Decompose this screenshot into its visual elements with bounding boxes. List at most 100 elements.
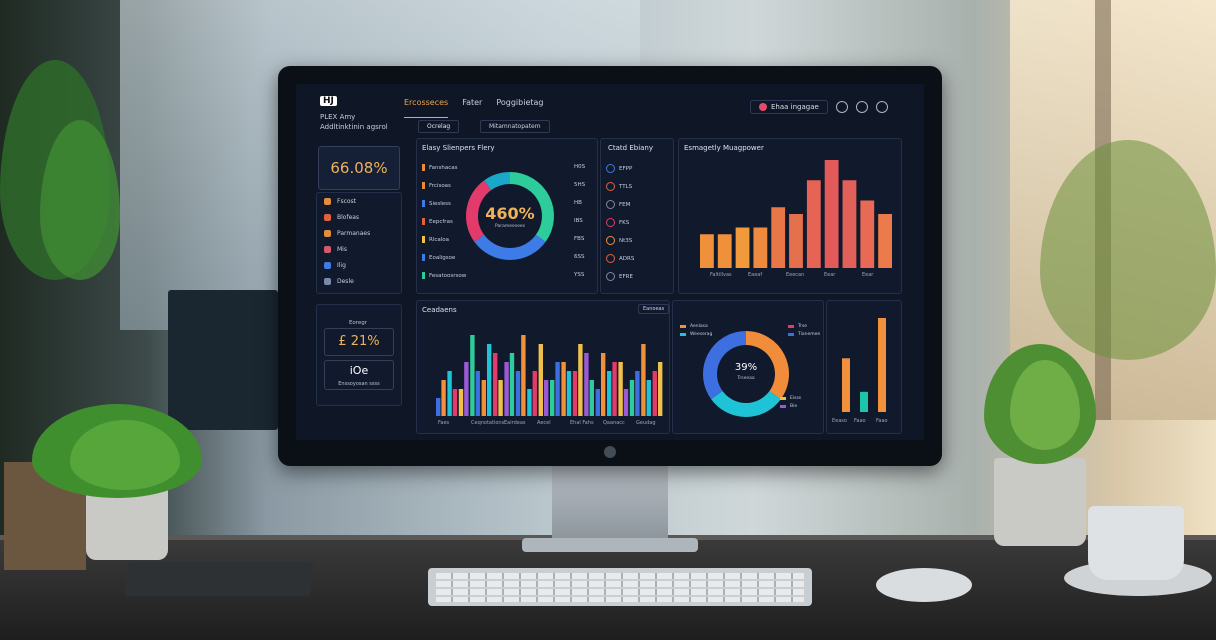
chart-bar bbox=[572, 371, 578, 416]
main-stat: 66.08% bbox=[318, 146, 400, 190]
tab-overview[interactable]: Ocrelag bbox=[418, 120, 460, 133]
sidebar-item-label: Desle bbox=[337, 278, 354, 285]
chart-bar bbox=[635, 371, 640, 416]
brand-tagline: Addltinktinin agsrol bbox=[320, 123, 388, 131]
sidebar-item-icon bbox=[324, 246, 331, 253]
legend-swatch bbox=[422, 272, 425, 279]
donut-chart-2 bbox=[703, 331, 789, 417]
kpi-box-2: iOe Enssoyosan ssss bbox=[324, 360, 394, 390]
donut2-center-label: Trseeaa bbox=[737, 376, 755, 381]
tablet[interactable] bbox=[124, 562, 314, 596]
search-pill[interactable]: Ehaa ingagae bbox=[750, 100, 828, 114]
legend-value: IBS bbox=[574, 218, 583, 224]
nav-tab-2[interactable]: Fater bbox=[462, 98, 483, 107]
donut-slice bbox=[745, 331, 789, 400]
bar-panel-bottom-action[interactable]: Eanoeas bbox=[638, 304, 670, 314]
legend-item: Fesatoosrsow bbox=[422, 272, 466, 279]
axis-tick-label: Qaanacc bbox=[603, 420, 625, 426]
list-item[interactable]: FEM bbox=[606, 200, 630, 209]
mouse[interactable] bbox=[876, 568, 972, 602]
list-panel-title: Ctatd Ebiany bbox=[608, 144, 654, 152]
list-item[interactable]: EFRE bbox=[606, 272, 633, 281]
sidebar-item-2[interactable]: Blofeas bbox=[324, 214, 359, 221]
chart-bar bbox=[532, 371, 537, 416]
legend-value: HB bbox=[574, 200, 582, 206]
keyboard[interactable] bbox=[428, 568, 812, 606]
sidebar-item-5[interactable]: Ilig bbox=[324, 262, 346, 269]
chart-bar bbox=[498, 380, 503, 416]
list-item-icon bbox=[606, 182, 615, 191]
bar-chart-right bbox=[842, 318, 886, 412]
sidebar-item-label: Ilig bbox=[337, 262, 346, 269]
chart-bar bbox=[521, 335, 526, 416]
chart-bar bbox=[789, 214, 803, 268]
settings-icon[interactable] bbox=[855, 101, 868, 113]
legend-label: Rlcaloa bbox=[429, 236, 450, 243]
chart-bar bbox=[878, 318, 886, 412]
list-item[interactable]: FKS bbox=[606, 218, 629, 227]
kpi-value-1: £ 21% bbox=[324, 328, 394, 356]
donut-slice bbox=[509, 172, 554, 242]
sidebar-item-3[interactable]: Parmanaes bbox=[324, 230, 370, 237]
chart-bar bbox=[486, 344, 492, 416]
chart-bar bbox=[441, 380, 446, 416]
chart-bar bbox=[612, 362, 617, 416]
monitor-stand-base bbox=[522, 538, 698, 552]
legend-item: Tianemee bbox=[788, 332, 820, 337]
coffee-mug bbox=[1088, 506, 1184, 580]
legend-item: Trse bbox=[788, 324, 807, 329]
nav-tab-1[interactable]: Ercosseces bbox=[404, 98, 449, 118]
chart-bar bbox=[657, 362, 663, 416]
axis-tick-label: Ceqnotations bbox=[471, 420, 505, 426]
legend-swatch bbox=[788, 333, 794, 336]
list-item-icon bbox=[606, 200, 615, 209]
apple-logo-icon bbox=[604, 446, 616, 458]
search-label: Ehaa ingagae bbox=[771, 103, 819, 111]
chart-bar bbox=[515, 371, 521, 416]
tab-secondary[interactable]: Mitamnatopatem bbox=[480, 120, 550, 133]
axis-tick-label: Eairdeas bbox=[504, 420, 526, 426]
legend-label: Fesatoosrsow bbox=[429, 272, 467, 279]
donut-center-value: 460% bbox=[485, 204, 535, 223]
chart-bar bbox=[550, 380, 555, 416]
legend-value: 5HS bbox=[574, 182, 586, 188]
donut-center-label: Parameesees bbox=[494, 224, 526, 229]
sidebar-item-1[interactable]: Fscost bbox=[324, 198, 356, 205]
chart-bar bbox=[700, 234, 714, 268]
sidebar-item-4[interactable]: Mis bbox=[324, 246, 347, 253]
legend-item: Siesless bbox=[422, 200, 451, 207]
sidebar-item-icon bbox=[324, 278, 331, 285]
list-item-label: TTLS bbox=[619, 183, 633, 190]
bar-chart-top bbox=[700, 160, 892, 268]
profile-icon[interactable] bbox=[875, 101, 888, 113]
notification-icon[interactable] bbox=[835, 101, 848, 113]
list-item[interactable]: EFPP bbox=[606, 164, 632, 173]
list-item-label: FEM bbox=[619, 201, 631, 208]
chart-bar bbox=[527, 389, 532, 416]
legend-label: Fanshacas bbox=[429, 164, 458, 171]
legend-swatch bbox=[422, 218, 425, 225]
sidebar-item-icon bbox=[324, 198, 331, 205]
chart-bar bbox=[753, 227, 768, 268]
kpi-label-2: Enssoyosan ssss bbox=[338, 381, 380, 387]
chart-bar bbox=[566, 371, 572, 416]
legend-label: Tianemee bbox=[798, 332, 821, 337]
list-item-icon bbox=[606, 218, 615, 227]
chart-bar bbox=[538, 344, 543, 416]
legend-label: Eisss bbox=[790, 396, 802, 401]
sidebar-item-6[interactable]: Desle bbox=[324, 278, 354, 285]
list-item[interactable]: ADRS bbox=[606, 254, 634, 263]
sidebar-item-icon bbox=[324, 262, 331, 269]
chart-bar bbox=[771, 207, 786, 268]
donut2-center-value: 39% bbox=[734, 362, 758, 373]
legend-label: Bie bbox=[790, 404, 798, 409]
chart-bar bbox=[470, 335, 475, 416]
legend-label: Weeserag bbox=[690, 332, 713, 337]
list-panel bbox=[600, 138, 674, 294]
status-dot-icon bbox=[759, 103, 767, 111]
list-item[interactable]: Nt3S bbox=[606, 236, 632, 245]
nav-tab-3[interactable]: Poggibietag bbox=[496, 98, 544, 107]
legend-swatch bbox=[788, 325, 794, 328]
chart-bar bbox=[458, 389, 464, 416]
list-item[interactable]: TTLS bbox=[606, 182, 632, 191]
